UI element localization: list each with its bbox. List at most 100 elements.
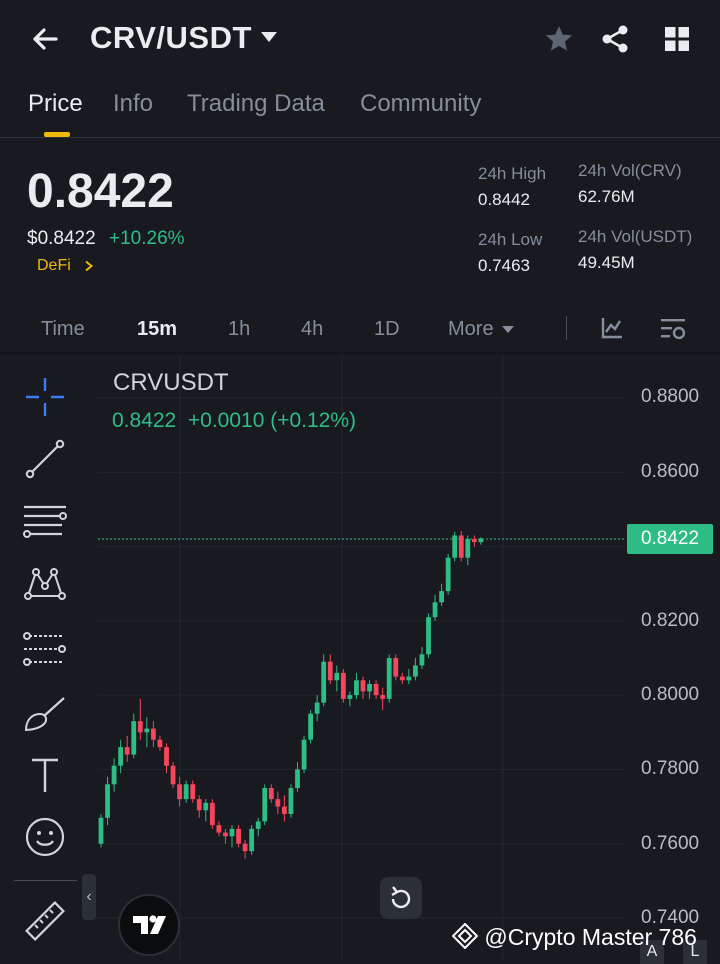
candle-body [360, 680, 366, 692]
candle-body [223, 832, 228, 837]
candle-body [216, 825, 222, 833]
candle-body [242, 843, 248, 852]
candle-body [413, 665, 418, 677]
candle-body [478, 538, 484, 543]
interval-4h[interactable]: 4h [301, 318, 324, 340]
sector-label: DeFi [37, 257, 71, 274]
low-label: 24h Low [478, 230, 543, 249]
trend-line-icon[interactable] [22, 436, 68, 482]
divider [14, 880, 77, 881]
candle-body [445, 557, 451, 592]
high-value: 0.8442 [478, 190, 530, 209]
candle-body [183, 784, 189, 800]
candle-body [262, 788, 268, 822]
candle-body [203, 802, 209, 811]
candle-body [347, 695, 353, 699]
volume-base-value: 62.76M [578, 187, 635, 206]
ruler-icon[interactable] [22, 898, 68, 944]
more-label: More [448, 318, 494, 340]
candle-body [144, 728, 150, 733]
chart-settings-icon[interactable] [660, 316, 686, 342]
reset-chart-button[interactable] [380, 877, 422, 919]
watermark: @Crypto Master 786 [451, 922, 697, 951]
candle-body [334, 672, 340, 681]
sector-tag[interactable]: DeFi [37, 257, 95, 275]
y-tick-label: 0.8200 [641, 610, 700, 631]
candle-body [105, 784, 110, 818]
candlestick-chart[interactable] [0, 355, 720, 960]
chart-symbol: CRVUSDT [113, 369, 229, 396]
y-tick-label: 0.8600 [641, 461, 700, 482]
candle-body [465, 539, 471, 558]
text-tool-icon[interactable] [22, 752, 68, 798]
candle-body [393, 658, 399, 677]
star-icon[interactable] [544, 24, 574, 54]
price-change-percent: +10.26% [109, 228, 185, 249]
candle-body [288, 788, 294, 814]
back-arrow-icon[interactable] [28, 22, 62, 56]
tab-community[interactable]: Community [360, 90, 482, 117]
interval-1d[interactable]: 1D [374, 318, 400, 340]
last-price-tag: 0.8422 [627, 524, 713, 554]
y-tick-label: 0.7600 [641, 833, 700, 854]
candle-body [177, 784, 182, 800]
candle-body [373, 684, 379, 696]
candle-body [137, 721, 143, 733]
candle-body [452, 535, 458, 558]
interval-more[interactable]: More [448, 318, 515, 341]
y-tick-label: 0.8000 [641, 684, 700, 705]
candle-body [151, 728, 156, 740]
divider [0, 352, 720, 355]
candle-body [170, 765, 176, 785]
interval-15m[interactable]: 15m [137, 318, 178, 340]
top-bar: CRV/USDT [0, 0, 720, 80]
tab-info[interactable]: Info [113, 90, 154, 117]
candle-body [386, 658, 392, 699]
y-tick-label: 0.7400 [641, 907, 700, 928]
brush-icon[interactable] [22, 690, 68, 736]
high-label: 24h High [478, 164, 547, 183]
volume-quote-label: 24h Vol(USDT) [578, 227, 693, 246]
chevron-right-icon [85, 260, 94, 272]
candle-body [118, 747, 124, 766]
candle-body [190, 784, 196, 800]
candle-body [426, 617, 431, 655]
chart-ohlc-readout: 0.8422 +0.0010 (+0.12%) [112, 409, 357, 432]
crosshair-icon[interactable] [22, 374, 68, 420]
candle-body [229, 828, 235, 837]
tradingview-logo[interactable] [118, 894, 180, 956]
collapse-toolbar-button[interactable]: ‹ [82, 874, 96, 920]
candle-body [236, 828, 241, 844]
tradingview-logo-icon [133, 915, 166, 934]
divider [0, 137, 720, 138]
candle-body [157, 739, 163, 748]
last-price: 0.8422 [27, 165, 174, 218]
caret-down-icon[interactable] [260, 30, 278, 44]
candle-body [164, 747, 169, 766]
candle-body [419, 654, 425, 666]
indicator-icon[interactable] [600, 316, 624, 340]
candle-body [439, 591, 444, 603]
chart-grid [98, 355, 625, 960]
interval-time[interactable]: Time [41, 318, 85, 340]
pair-title[interactable]: CRV/USDT [90, 20, 252, 55]
tab-trading-data[interactable]: Trading Data [187, 90, 325, 117]
pattern-icon[interactable] [22, 562, 68, 608]
candle-body [131, 721, 137, 755]
candle-body [111, 765, 117, 785]
share-icon[interactable] [600, 24, 630, 54]
fib-retracement-icon[interactable] [22, 500, 68, 546]
candle-body [399, 676, 405, 681]
candle-body [275, 799, 281, 807]
prediction-icon[interactable] [22, 626, 68, 672]
grid-icon[interactable] [664, 26, 690, 52]
interval-1h[interactable]: 1h [228, 318, 251, 340]
candle-body [268, 788, 274, 800]
emoji-icon[interactable] [22, 814, 68, 860]
candle-body [327, 661, 333, 681]
diamond-logo-icon [451, 922, 479, 950]
tab-price[interactable]: Price [28, 90, 83, 117]
y-tick-label: 0.7800 [641, 758, 700, 779]
candle-body [406, 676, 412, 681]
watermark-text: @Crypto Master 786 [484, 924, 697, 950]
